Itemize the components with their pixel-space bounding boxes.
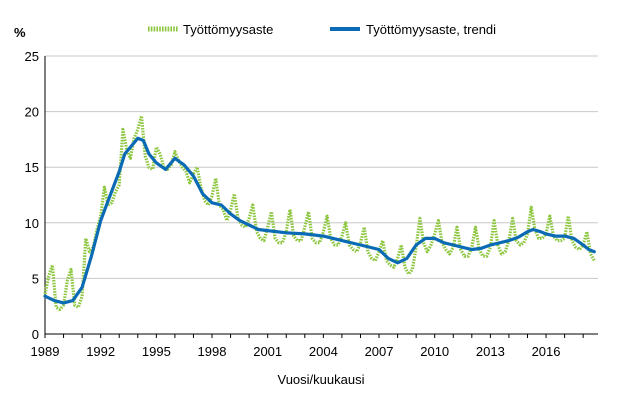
legend-label-tyottomyysaste-trendi: Työttömyysaste, trendi <box>366 22 496 37</box>
y-tick-label: 10 <box>25 216 39 231</box>
y-tick-label: 20 <box>25 105 39 120</box>
x-tick-label: 1998 <box>198 344 227 359</box>
legend: Työttömyysaste Työttömyysaste, trendi <box>148 22 496 37</box>
y-tick-label: 15 <box>25 160 39 175</box>
x-tick-label: 2016 <box>532 344 561 359</box>
legend-label-tyottomyysaste: Työttömyysaste <box>183 22 273 37</box>
series-line-tyottomyysaste-trendi <box>43 136 596 305</box>
series-lines <box>43 114 596 312</box>
x-tick-label: 1992 <box>86 344 115 359</box>
y-tick-label: 0 <box>32 327 39 342</box>
axes: 0 5 10 15 20 25 1989 1992 1995 1998 2001 2004 2007 20… <box>25 49 598 359</box>
series-line-tyottomyysaste <box>43 114 596 312</box>
x-axis-title: Vuosi/kuukausi <box>278 372 365 387</box>
y-tick-label: 5 <box>32 271 39 286</box>
x-tick-label: 2013 <box>476 344 505 359</box>
y-axis-unit-label: % <box>14 25 26 40</box>
x-tick-label: 2007 <box>365 344 394 359</box>
gridlines <box>45 55 598 279</box>
x-tick-label: 2004 <box>309 344 338 359</box>
y-tick-label: 25 <box>25 49 39 64</box>
x-tick-label: 2001 <box>253 344 282 359</box>
x-tick-label: 1989 <box>31 344 60 359</box>
x-tick-label: 1995 <box>142 344 171 359</box>
x-tick-label: 2010 <box>420 344 449 359</box>
